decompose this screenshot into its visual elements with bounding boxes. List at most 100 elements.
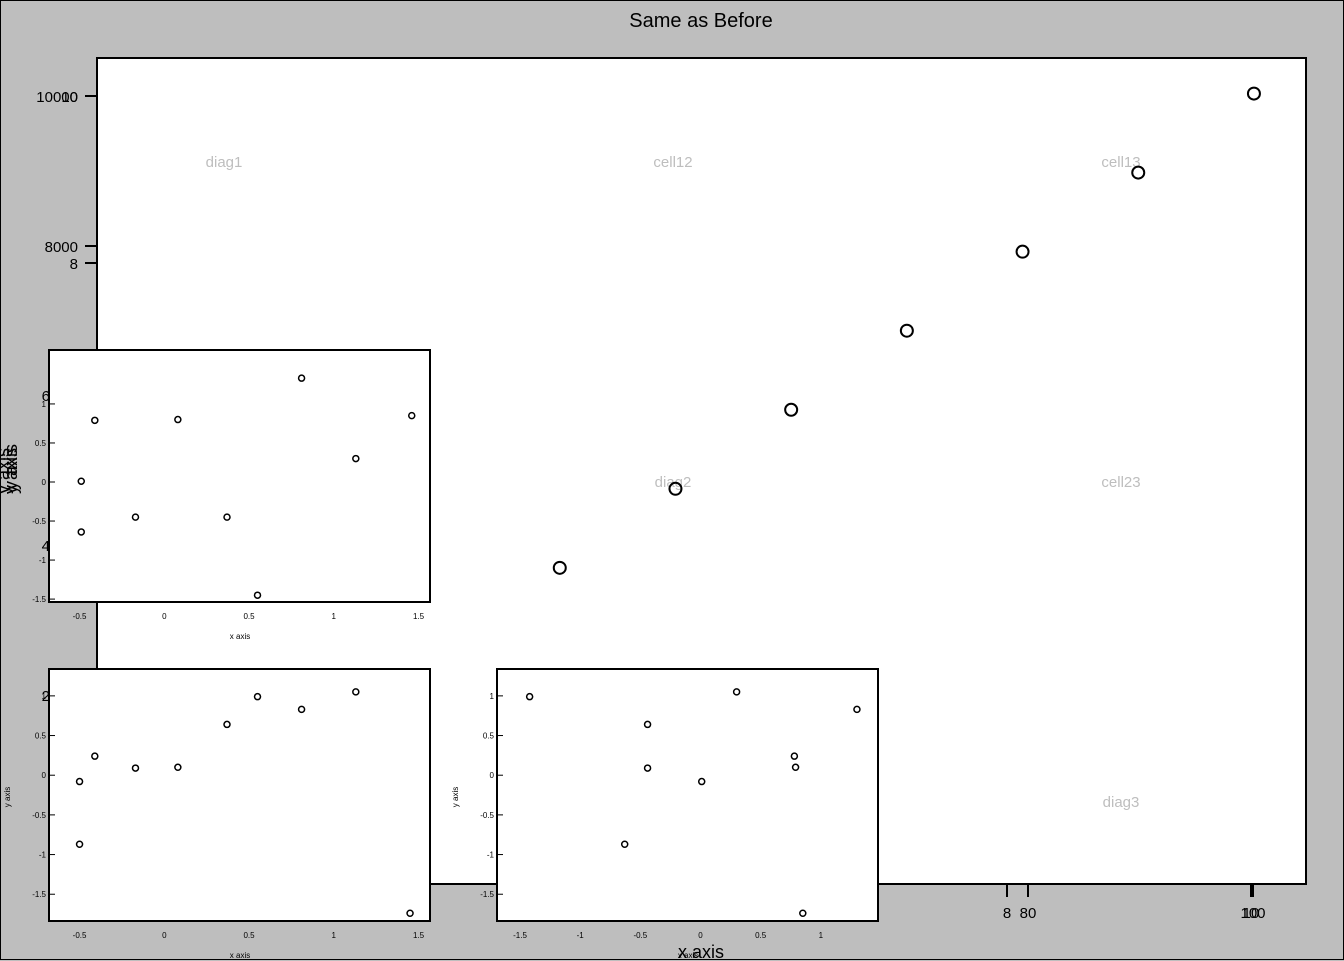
inset-data-point	[297, 374, 306, 382]
inset-top-plot: -1.5 -1 -0.5 0 0.5 1 -0.5 0 0.5 1 1.5 x axis	[32, 349, 431, 641]
inset-y-tick-label: 0	[490, 771, 495, 780]
y-tick-label: 8000	[45, 239, 78, 256]
inset-data-point	[253, 591, 262, 599]
inset-x-axis-label: x axis	[230, 632, 250, 641]
inset-data-point	[75, 840, 84, 848]
inset-y-axis-label: y axis	[3, 787, 12, 807]
y-tick-label: 2	[42, 688, 50, 705]
y-tick-label: 6	[42, 388, 50, 405]
inset-y-tick-label: -1	[487, 851, 495, 860]
data-point	[1131, 165, 1146, 180]
inset-data-point	[131, 764, 140, 772]
inset-y-tick-label: -1.5	[32, 595, 46, 604]
x-tick-label: 80	[1020, 905, 1037, 922]
main-points	[552, 86, 1261, 575]
inset-top-svg: -1.5 -1 -0.5 0 0.5 1 -0.5 0 0.5 1 1.5 x axis	[32, 374, 425, 641]
inset-x-tick-label: 0.5	[243, 931, 255, 940]
inset-x-tick-label: 1	[332, 931, 337, 940]
data-point	[899, 323, 914, 338]
x-tick-label: 10	[1243, 905, 1260, 922]
inset-y-tick-label: 0	[42, 771, 47, 780]
inset-bottom-left-svg: -1.5 -1 -0.5 0 0.5 1 -0.5 0 0.5 1 1.5 x axis y axis	[3, 688, 425, 960]
cell-label: cell12	[653, 154, 692, 171]
inset-y-tick-label: 1	[42, 400, 47, 409]
inset-y-tick-label: -0.5	[32, 517, 46, 526]
inset-y-tick-label: -0.5	[480, 811, 494, 820]
inset-data-point	[77, 477, 86, 485]
x-tick-label: 100	[1240, 905, 1265, 922]
inset-x-tick-label: 0	[162, 931, 167, 940]
y-tick-label: 4	[42, 538, 50, 555]
cell-label: cell23	[1101, 474, 1140, 491]
data-point	[1246, 86, 1261, 101]
inset-y-axis-label: y axis	[451, 787, 460, 807]
inset-data-point	[352, 688, 360, 696]
inset-data-point	[75, 777, 84, 786]
inset-x-tick-label: -0.5	[633, 931, 647, 940]
inset-data-point	[174, 763, 182, 772]
main-y-axis-label-overlap: y axis	[1, 444, 21, 490]
x-tick-label: 8	[1003, 905, 1011, 922]
cell-label: diag3	[1103, 794, 1140, 811]
y-tick-label: 10000	[36, 89, 78, 106]
data-point	[668, 481, 683, 496]
inset-data-point	[643, 720, 652, 729]
inset-y-tick-label: 0	[42, 478, 47, 487]
main-y-axis-label: y axis	[1, 448, 21, 494]
inset-data-point	[643, 764, 652, 772]
inset-data-point	[525, 692, 534, 701]
inset-data-point	[223, 720, 231, 729]
inset-bottom-left-plot: -1.5 -1 -0.5 0 0.5 1 -0.5 0 0.5 1 1.5 x axis y axis	[3, 668, 431, 960]
cell-label: cell13	[1101, 154, 1140, 171]
inset-data-point	[91, 752, 99, 760]
y-tick-label: 10	[61, 89, 78, 106]
inset-y-tick-label: -0.5	[32, 811, 46, 820]
inset-data-point	[620, 840, 629, 848]
inset-y-tick-label: 1	[42, 692, 47, 701]
inset-data-point	[697, 777, 706, 786]
figure-title: Same as Before	[629, 10, 772, 32]
y-tick-label: 8	[70, 256, 78, 273]
inset-x-tick-label: 1.5	[413, 931, 425, 940]
inset-data-point	[131, 513, 140, 521]
inset-data-point	[253, 692, 262, 701]
inset-x-tick-label: -0.5	[73, 931, 87, 940]
inset-x-tick-label: 1.5	[413, 612, 425, 621]
inset-data-point	[297, 705, 306, 714]
inset-x-tick-label: 0	[162, 612, 167, 621]
inset-data-point	[77, 528, 86, 536]
inset-bottom-right-svg: -1.5 -1 -0.5 0 0.5 1 -1.5 -1 -0.5 0 0.5 1 x axis y ax…	[451, 688, 861, 960]
inset-data-point	[406, 909, 414, 918]
inset-x-axis-label: x axis	[230, 951, 250, 960]
inset-y-tick-label: -1	[39, 556, 47, 565]
inset-data-point	[407, 411, 416, 420]
inset-bottom-right-plot: -1.5 -1 -0.5 0 0.5 1 -1.5 -1 -0.5 0 0.5 1 x axis y ax…	[451, 668, 879, 960]
inset-data-point	[174, 415, 182, 424]
inset-x-tick-label: -0.5	[73, 612, 87, 621]
inset-x-tick-label: 0.5	[243, 612, 255, 621]
cell-label: diag1	[206, 154, 243, 171]
inset-data-point	[853, 705, 861, 714]
inset-y-tick-label: 0.5	[35, 732, 47, 741]
inset-x-tick-label: 1	[332, 612, 337, 621]
inset-data-point	[790, 752, 799, 760]
inset-data-point	[732, 688, 741, 696]
inset-x-axis-label: x axis	[678, 951, 698, 960]
inset-y-tick-label: 0.5	[483, 732, 495, 741]
data-point	[1015, 244, 1030, 259]
inset-y-tick-label: -1.5	[32, 890, 46, 899]
inset-y-tick-label: 1	[490, 692, 495, 701]
data-point	[552, 560, 567, 575]
inset-x-tick-label: -1	[577, 931, 585, 940]
inset-data-point	[791, 763, 800, 772]
inset-x-tick-label: 0	[698, 931, 703, 940]
inset-y-tick-label: -1.5	[480, 890, 494, 899]
inset-y-tick-label: -1	[39, 851, 47, 860]
inset-x-tick-label: 1	[819, 931, 824, 940]
inset-data-point	[352, 454, 360, 463]
inset-x-tick-label: -1.5	[513, 931, 527, 940]
inset-x-tick-label: 0.5	[755, 931, 767, 940]
inset-data-point	[91, 416, 99, 425]
